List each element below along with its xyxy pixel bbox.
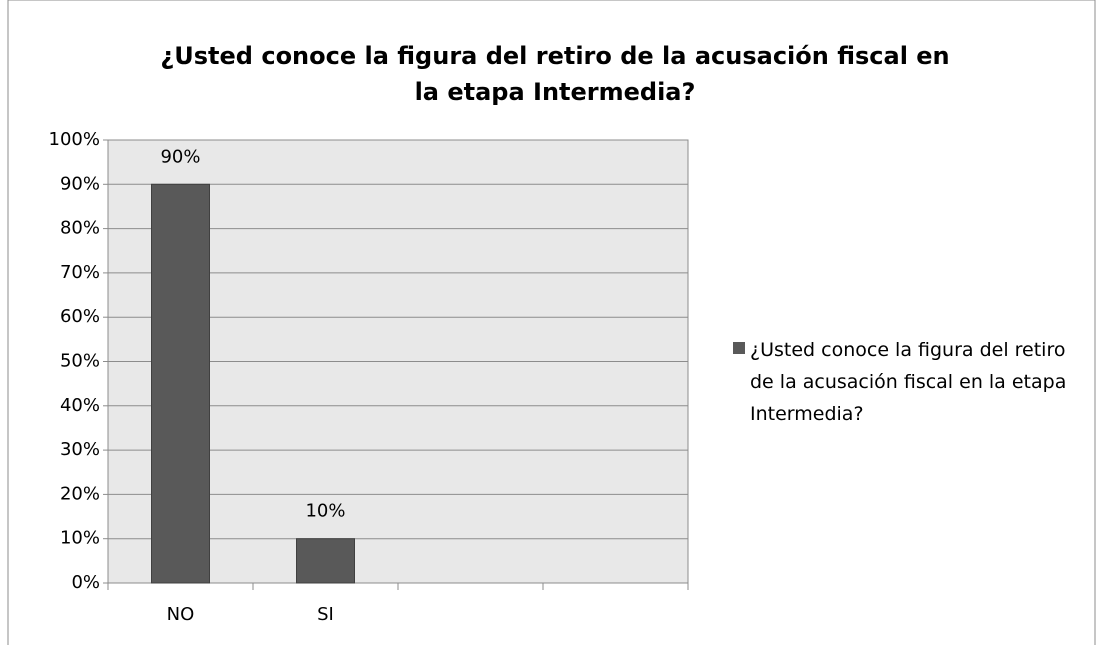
legend-swatch	[733, 342, 745, 354]
y-tick-label: 40%	[60, 395, 100, 416]
chart-title: ¿Usted conoce la figura del retiro de la…	[160, 42, 950, 106]
y-tick-label: 10%	[60, 528, 100, 549]
bar	[151, 183, 210, 584]
legend-label: ¿Usted conoce la figura del retiro de la…	[750, 339, 1067, 425]
y-tick-label: 30%	[60, 439, 100, 460]
y-tick-label: 80%	[60, 218, 100, 239]
data-label: 90%	[160, 146, 200, 167]
y-tick-label: 100%	[49, 129, 100, 150]
x-tick-label: NO	[167, 604, 195, 625]
x-tick-label: SI	[317, 604, 334, 625]
y-tick-label: 0%	[71, 572, 100, 593]
y-tick-label: 60%	[60, 306, 100, 327]
y-tick-label: 20%	[60, 483, 100, 504]
y-tick-label: 90%	[60, 173, 100, 194]
y-tick-label: 70%	[60, 262, 100, 283]
bar	[296, 538, 355, 584]
data-label: 10%	[305, 501, 345, 522]
y-tick-label: 50%	[60, 351, 100, 372]
chart-border	[7, 0, 1096, 645]
